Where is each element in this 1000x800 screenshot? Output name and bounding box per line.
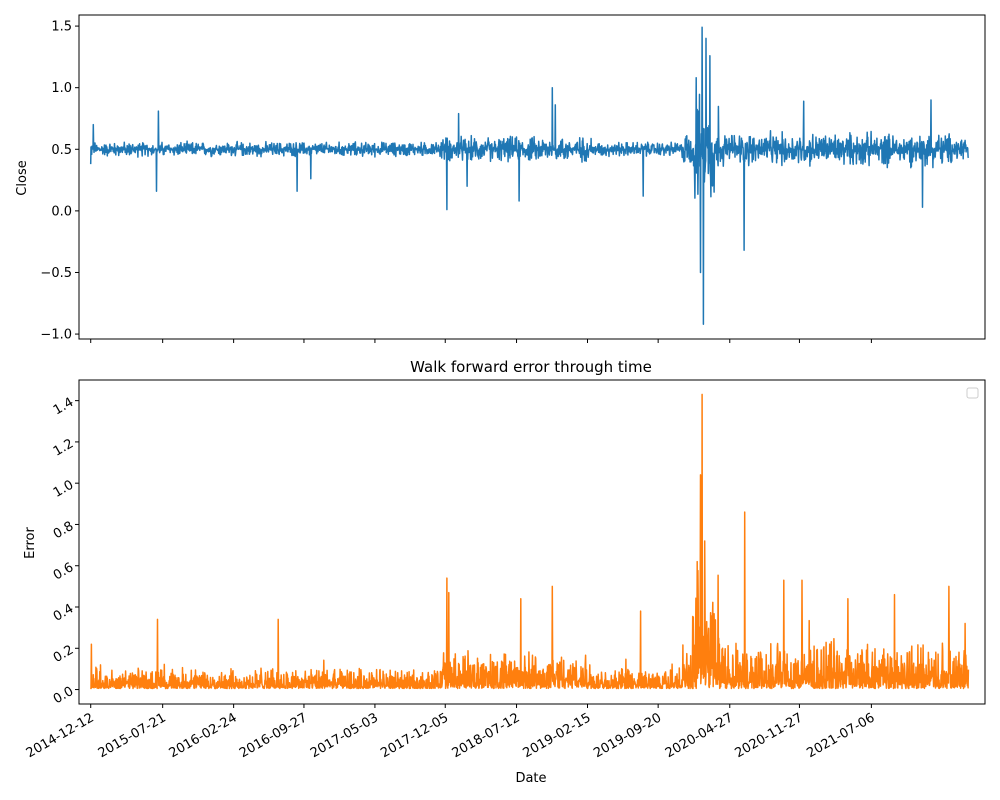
y-tick-label: 0.2 [51, 643, 76, 666]
y-tick-label: 1.5 [51, 20, 72, 35]
y-tick-label: 0.5 [51, 143, 72, 158]
x-tick-label: 2015-07-21 [96, 710, 169, 761]
x-axis-label: Date [515, 771, 546, 786]
y-axis-label-bottom: Error [23, 527, 38, 559]
x-tick-label: 2021-07-06 [804, 710, 877, 761]
x-tick-label: 2020-04-27 [663, 710, 736, 761]
x-tick-label: 2017-05-03 [308, 710, 381, 761]
x-tick-label: 2019-09-20 [591, 710, 664, 761]
x-tick-label: 2018-07-12 [450, 710, 523, 761]
y-tick-label: 1.2 [51, 436, 76, 459]
x-tick-label: 2020-11-27 [732, 710, 805, 761]
x-tick-label: 2014-12-12 [24, 710, 97, 761]
y-tick-label: 0.6 [51, 560, 76, 583]
y-tick-label: −0.5 [40, 266, 72, 281]
y-tick-label: 1.0 [51, 478, 76, 501]
y-tick-label: 0.4 [51, 601, 76, 624]
x-tick-label: 2019-02-15 [521, 710, 594, 761]
plot-frame [78, 379, 986, 705]
y-tick-label: 0.8 [51, 519, 76, 542]
error-series-line [89, 393, 970, 690]
x-tick-label: 2016-09-27 [237, 710, 310, 761]
plot-frame [78, 14, 986, 340]
y-tick-label: 0.0 [51, 684, 76, 707]
y-tick-label: −1.0 [40, 328, 72, 343]
x-tick-label: 2016-02-24 [167, 710, 240, 761]
x-tick-label: 2017-12-05 [378, 710, 451, 761]
y-tick-label: 0.0 [51, 204, 72, 219]
chart-title: Walk forward error through time [410, 358, 652, 376]
close-series-line [89, 26, 970, 325]
y-tick-label: 1.0 [51, 81, 72, 96]
y-tick-label: 1.4 [51, 395, 76, 418]
y-axis-label-top: Close [15, 160, 30, 195]
legend-box [966, 387, 979, 399]
